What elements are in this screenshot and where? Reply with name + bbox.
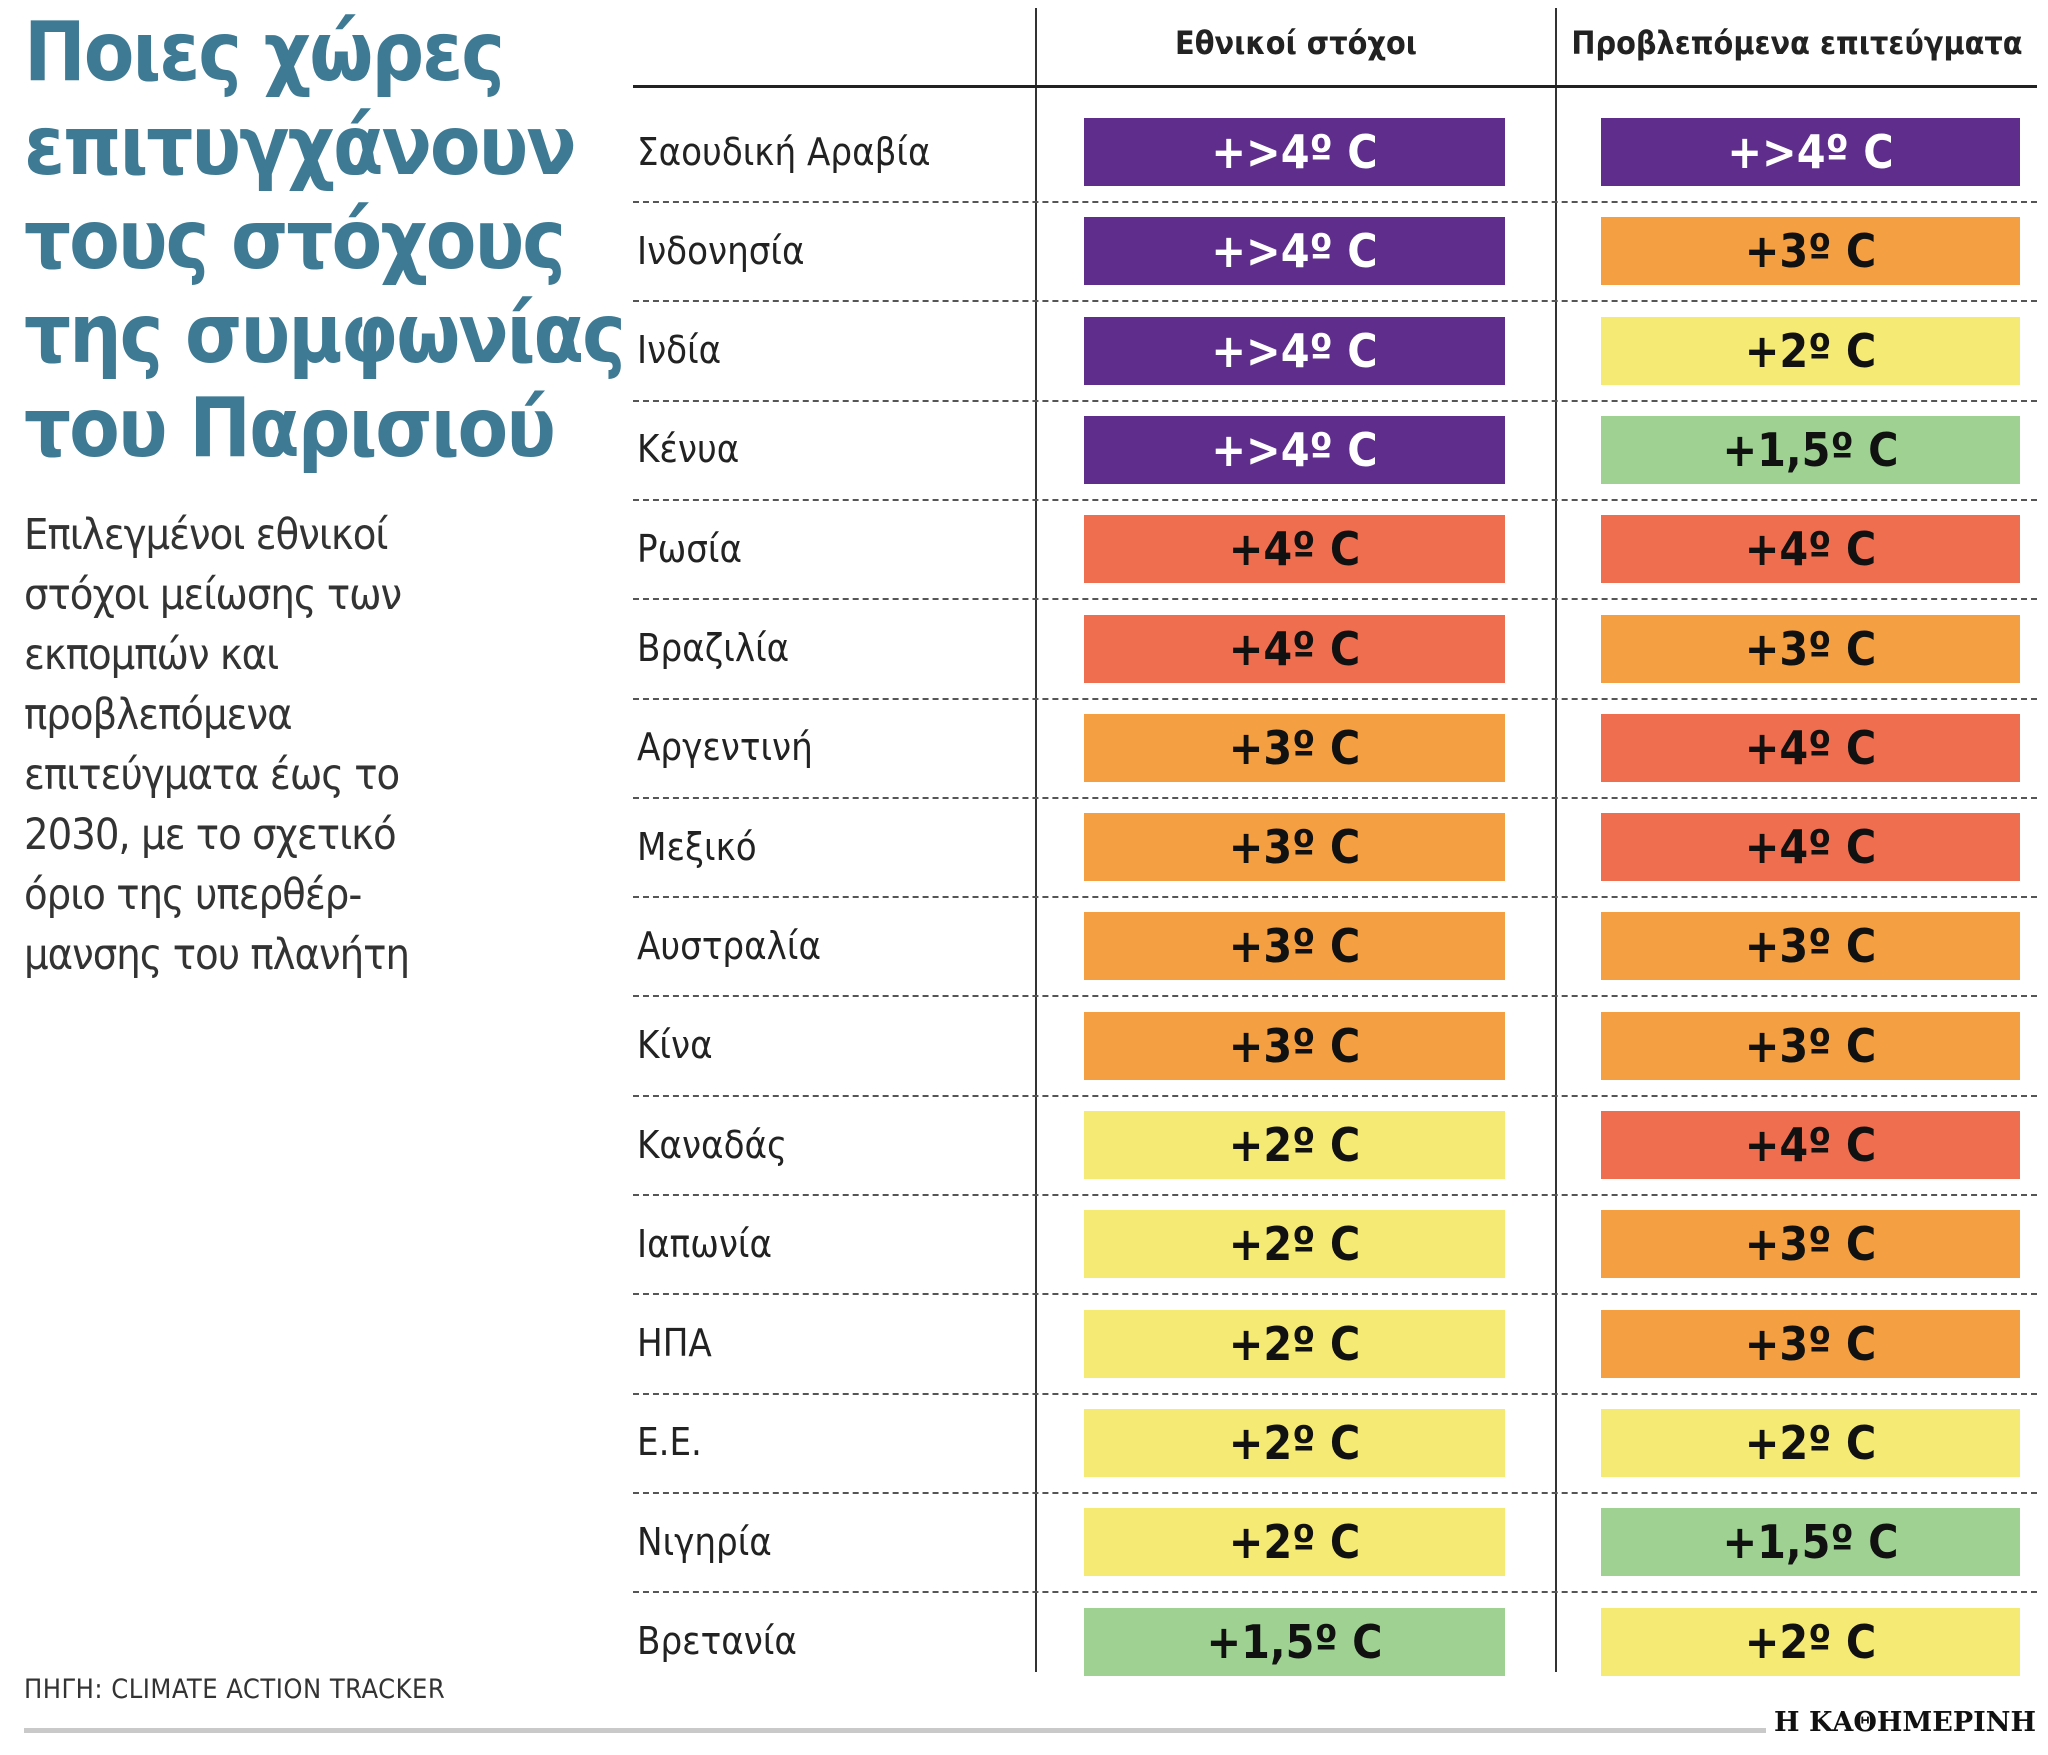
- table-row: Ρωσία +4º C +4º C: [633, 499, 2037, 601]
- country-name: Νιγηρία: [637, 1519, 772, 1564]
- projected-cell: +1,5º C: [1601, 415, 2020, 484]
- table: Εθνικοί στόχοι Προβλεπόμενα επιτεύγματα …: [633, 0, 2037, 1676]
- country-name: Ε.Ε.: [637, 1420, 702, 1465]
- country-name: Βραζιλία: [637, 626, 790, 670]
- target-cell: +4º C: [1084, 614, 1505, 683]
- column-divider: [1035, 8, 1037, 1672]
- table-row: Σαουδική Αραβία +>4º C +>4º C: [633, 102, 2037, 203]
- country-name: Κίνα: [637, 1023, 713, 1068]
- logo: Η ΚΑΘΗΜΕΡΙΝΗ: [1766, 1707, 2036, 1738]
- projected-cell: +2º C: [1601, 1607, 2020, 1676]
- footer-rule: [24, 1728, 2036, 1733]
- target-cell: +3º C: [1084, 813, 1505, 882]
- source: ΠΗΓΗ: CLIMATE ACTION TRACKER: [24, 1674, 446, 1705]
- table-row: Κένυα +>4º C +1,5º C: [633, 400, 2037, 501]
- table-row: Ιαπωνία +2º C +3º C: [633, 1194, 2037, 1296]
- projected-cell: +4º C: [1601, 713, 2020, 782]
- projected-cell: +3º C: [1601, 1309, 2020, 1378]
- country-name: Καναδάς: [637, 1122, 788, 1167]
- table-row: Αργεντινή +3º C +4º C: [633, 698, 2037, 799]
- table-row: Ε.Ε. +2º C +2º C: [633, 1393, 2037, 1494]
- projected-cell: +3º C: [1601, 1210, 2020, 1279]
- column-divider: [1555, 8, 1557, 1672]
- country-name: Αυστραλία: [637, 923, 821, 968]
- projected-cell: +1,5º C: [1601, 1508, 2020, 1577]
- projected-cell: +3º C: [1601, 614, 2020, 683]
- projected-cell: +4º C: [1601, 813, 2020, 882]
- country-name: Κένυα: [637, 427, 740, 472]
- table-row: Κίνα +3º C +3º C: [633, 996, 2037, 1097]
- table-row: Ινδία +>4º C +2º C: [633, 301, 2037, 402]
- table-row: Αυστραλία +3º C +3º C: [633, 896, 2037, 998]
- projected-cell: +4º C: [1601, 1111, 2020, 1179]
- target-cell: +>4º C: [1084, 118, 1505, 186]
- table-row: Νιγηρία +2º C +1,5º C: [633, 1492, 2037, 1594]
- table-row: Καναδάς +2º C +4º C: [633, 1095, 2037, 1196]
- projected-cell: +2º C: [1601, 1408, 2020, 1477]
- target-cell: +>4º C: [1084, 415, 1505, 484]
- target-cell: +2º C: [1084, 1111, 1505, 1179]
- title: Ποιες χώρες επιτυγχάνουν τους στόχους τη…: [24, 5, 626, 476]
- table-row: ΗΠΑ +2º C +3º C: [633, 1294, 2037, 1395]
- target-cell: +2º C: [1084, 1508, 1505, 1577]
- country-name: ΗΠΑ: [637, 1321, 712, 1366]
- target-cell: +2º C: [1084, 1210, 1505, 1279]
- target-cell: +1,5º C: [1084, 1607, 1505, 1676]
- column-header: Εθνικοί στόχοι: [1175, 24, 1417, 62]
- projected-cell: +3º C: [1601, 217, 2020, 286]
- target-cell: +2º C: [1084, 1309, 1505, 1378]
- target-cell: +2º C: [1084, 1408, 1505, 1477]
- description: Επιλεγμένοι εθνικοί στόχοι μείωσης των ε…: [24, 510, 410, 980]
- country-name: Ινδονησία: [637, 228, 805, 273]
- projected-cell: +>4º C: [1601, 118, 2020, 186]
- projected-cell: +3º C: [1601, 912, 2020, 981]
- table-row: Ινδονησία +>4º C +3º C: [633, 201, 2037, 303]
- table-row: Βρετανία +1,5º C +2º C: [633, 1592, 2037, 1691]
- country-name: Βρετανία: [637, 1619, 797, 1663]
- projected-cell: +2º C: [1601, 316, 2020, 385]
- country-name: Ρωσία: [637, 526, 743, 571]
- country-name: Σαουδική Αραβία: [637, 129, 931, 174]
- target-cell: +>4º C: [1084, 217, 1505, 286]
- target-cell: +>4º C: [1084, 316, 1505, 385]
- target-cell: +3º C: [1084, 1011, 1505, 1080]
- country-name: Αργεντινή: [637, 725, 813, 770]
- table-row: Μεξικό +3º C +4º C: [633, 797, 2037, 899]
- projected-cell: +3º C: [1601, 1011, 2020, 1080]
- country-name: Ινδία: [637, 328, 722, 373]
- table-row: Βραζιλία +4º C +3º C: [633, 599, 2037, 700]
- header-rule: [633, 85, 2037, 88]
- column-header: Προβλεπόμενα επιτεύγματα: [1571, 24, 2023, 62]
- projected-cell: +4º C: [1601, 515, 2020, 584]
- target-cell: +3º C: [1084, 713, 1505, 782]
- country-name: Ιαπωνία: [637, 1221, 773, 1266]
- target-cell: +4º C: [1084, 515, 1505, 584]
- target-cell: +3º C: [1084, 912, 1505, 981]
- country-name: Μεξικό: [637, 824, 757, 869]
